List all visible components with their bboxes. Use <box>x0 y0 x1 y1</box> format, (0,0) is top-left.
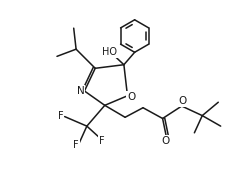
Text: O: O <box>179 96 187 106</box>
Text: HO: HO <box>102 47 117 57</box>
Text: F: F <box>58 111 63 121</box>
Text: F: F <box>99 136 105 146</box>
Text: O: O <box>127 92 136 102</box>
Text: F: F <box>73 141 78 151</box>
Text: N: N <box>77 86 84 96</box>
Text: O: O <box>161 136 170 147</box>
